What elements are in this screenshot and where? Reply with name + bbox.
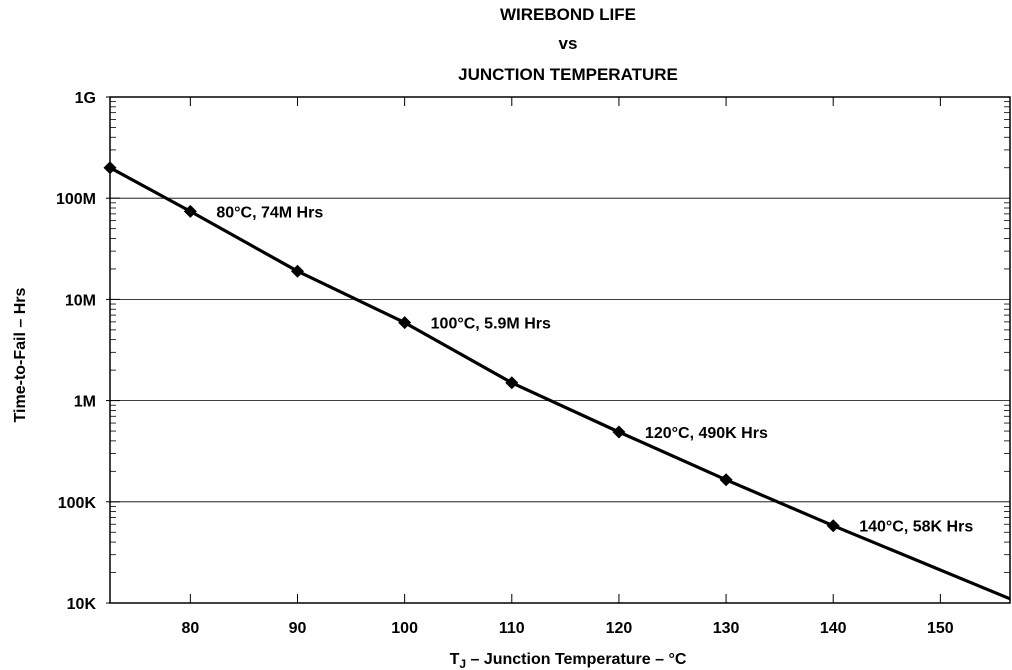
data-point-marker <box>398 316 412 330</box>
data-annotation: 80°C, 74M Hrs <box>216 204 323 221</box>
y-tick-label: 100M <box>56 191 96 208</box>
data-point-marker <box>719 473 733 487</box>
x-axis-label-rest: – Junction Temperature – °C <box>466 651 687 668</box>
data-point-marker <box>183 204 197 218</box>
data-point-marker <box>291 264 304 278</box>
data-point-marker <box>612 425 626 439</box>
x-tick-label: 100 <box>391 620 418 637</box>
x-axis-label: TJ – Junction Temperature – °C <box>450 651 687 670</box>
minor-ticks <box>106 96 1010 604</box>
y-tick-label: 100K <box>58 495 97 512</box>
x-tick-label: 150 <box>927 620 954 637</box>
data-point-marker <box>103 161 117 175</box>
y-tick-label: 1G <box>75 90 96 107</box>
y-tick-label: 10M <box>65 292 96 309</box>
data-point-marker <box>505 376 519 390</box>
y-axis-label: Time-to-Fail – Hrs <box>12 287 29 422</box>
plot-area <box>109 96 1011 604</box>
x-axis-label-subscript: J <box>459 657 466 670</box>
x-tick-label: 130 <box>713 620 740 637</box>
chart-title: WIREBOND LIFE vs JUNCTION TEMPERATURE <box>458 5 678 84</box>
series-group <box>103 161 1011 601</box>
annotations: 80°C, 74M Hrs 100°C, 5.9M Hrs 120°C, 490K … <box>216 204 973 535</box>
y-tick-label: 10K <box>67 596 97 613</box>
x-tick-labels: 80 90 100 110 120 130 140 150 <box>181 620 953 637</box>
gridlines <box>110 197 1010 503</box>
y-tick-labels: 10K 100K 1M 10M 100M 1G <box>56 90 96 613</box>
chart-title-line-2: vs <box>559 34 578 53</box>
x-tick-label: 80 <box>181 620 199 637</box>
x-tick-label: 120 <box>606 620 633 637</box>
x-tick-label: 110 <box>499 620 525 637</box>
data-point-marker <box>826 519 840 533</box>
x-tick-label: 140 <box>820 620 847 637</box>
x-axis-label-main: T <box>450 651 460 668</box>
chart-title-line-1: WIREBOND LIFE <box>500 5 636 24</box>
data-annotation: 100°C, 5.9M Hrs <box>431 316 551 333</box>
chart-title-line-3: JUNCTION TEMPERATURE <box>458 65 678 84</box>
y-tick-label: 1M <box>74 394 96 411</box>
data-annotation: 140°C, 58K Hrs <box>859 519 973 536</box>
x-tick-label: 90 <box>289 620 307 637</box>
data-annotation: 120°C, 490K Hrs <box>645 425 768 442</box>
